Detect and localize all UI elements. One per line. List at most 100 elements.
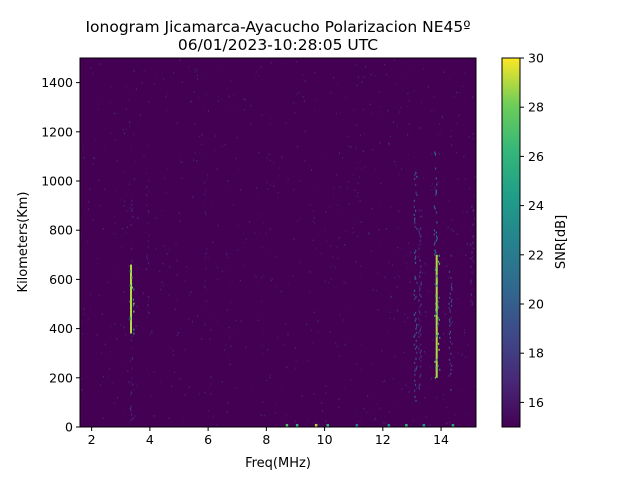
- echo-pixel: [434, 249, 436, 252]
- noise-speckle: [114, 222, 116, 224]
- echo-pixel: [450, 284, 452, 287]
- noise-speckle: [216, 266, 218, 269]
- noise-speckle: [128, 421, 130, 424]
- noise-speckle: [350, 326, 352, 329]
- noise-speckle: [133, 389, 135, 391]
- echo-pixel: [418, 229, 420, 232]
- noise-speckle: [457, 298, 458, 300]
- echo-pixel: [263, 340, 265, 343]
- echo-pixel: [472, 235, 474, 238]
- noise-speckle: [384, 380, 385, 382]
- noise-speckle: [374, 419, 376, 421]
- echo-pixel: [414, 297, 416, 300]
- echo-pixel: [420, 283, 422, 286]
- noise-speckle: [374, 413, 376, 416]
- noise-speckle: [374, 75, 376, 77]
- noise-speckle: [400, 106, 402, 109]
- echo-pixel: [131, 209, 133, 212]
- noise-speckle: [384, 276, 386, 279]
- echo-pixel: [414, 379, 416, 382]
- noise-speckle: [328, 281, 330, 284]
- noise-speckle: [155, 78, 157, 80]
- echo-pixel: [204, 187, 206, 190]
- noise-speckle: [404, 363, 406, 365]
- echo-pixel: [145, 268, 147, 271]
- noise-speckle: [226, 254, 228, 256]
- echo-pixel: [470, 265, 472, 268]
- noise-speckle: [83, 156, 85, 159]
- noise-speckle: [221, 145, 223, 148]
- noise-speckle: [207, 257, 209, 259]
- echo-pixel: [131, 286, 133, 289]
- noise-speckle: [472, 137, 474, 140]
- noise-speckle: [453, 356, 455, 359]
- echo-pixel: [147, 246, 150, 249]
- noise-speckle: [304, 80, 306, 82]
- noise-speckle: [285, 122, 287, 124]
- echo-pixel: [419, 289, 421, 292]
- echo-trace: [129, 264, 135, 335]
- noise-speckle: [428, 290, 430, 293]
- noise-speckle: [221, 270, 223, 273]
- noise-speckle: [379, 105, 381, 108]
- x-tick-label: 12: [375, 432, 391, 447]
- noise-speckle: [407, 242, 409, 245]
- noise-speckle: [173, 72, 175, 74]
- noise-speckle: [109, 368, 110, 370]
- echo-pixel: [415, 249, 417, 252]
- noise-speckle: [471, 386, 473, 389]
- noise-speckle: [385, 228, 387, 230]
- noise-speckle: [324, 229, 326, 231]
- noise-speckle: [397, 246, 399, 249]
- noise-speckle: [212, 201, 213, 204]
- echo-pixel: [437, 364, 439, 367]
- echo-pixel: [420, 265, 422, 268]
- echo-pixel: [147, 212, 150, 215]
- noise-speckle: [390, 296, 392, 299]
- noise-speckle: [336, 246, 338, 248]
- noise-speckle: [207, 176, 208, 178]
- echo-pixel: [263, 222, 265, 225]
- noise-speckle: [407, 92, 409, 95]
- noise-speckle: [452, 368, 454, 371]
- echo-pixel: [261, 354, 263, 357]
- noise-speckle: [421, 209, 423, 212]
- noise-speckle: [271, 278, 273, 280]
- noise-speckle: [114, 139, 116, 141]
- echo-pixel: [146, 314, 148, 317]
- noise-speckle: [386, 420, 388, 423]
- echo-pixel: [433, 243, 435, 246]
- echo-pixel: [204, 215, 206, 218]
- noise-speckle: [257, 319, 259, 321]
- noise-speckle: [378, 91, 380, 93]
- noise-speckle: [450, 138, 452, 141]
- echo-pixel: [419, 329, 421, 332]
- noise-speckle: [90, 291, 92, 293]
- echo-pixel: [434, 151, 436, 154]
- noise-speckle: [171, 385, 172, 388]
- noise-speckle: [229, 253, 231, 255]
- echo-pixel: [471, 273, 473, 276]
- noise-speckle: [136, 384, 138, 387]
- noise-speckle: [273, 294, 275, 296]
- echo-pixel: [413, 343, 415, 346]
- noise-speckle: [148, 374, 150, 376]
- noise-speckle: [416, 387, 417, 389]
- echo-pixel: [449, 330, 451, 333]
- noise-speckle: [90, 294, 92, 296]
- noise-speckle: [424, 272, 426, 274]
- echo-pixel: [132, 215, 134, 218]
- noise-speckle: [120, 234, 122, 237]
- echo-pixel: [130, 243, 132, 246]
- noise-speckle: [345, 283, 347, 285]
- noise-speckle: [201, 134, 203, 136]
- noise-speckle: [338, 398, 340, 401]
- noise-speckle: [320, 425, 322, 427]
- echo-pixel: [438, 296, 440, 299]
- noise-speckle: [190, 101, 192, 103]
- colorbar-tick-label: 18: [528, 346, 544, 361]
- noise-speckle: [307, 360, 309, 362]
- noise-speckle: [430, 289, 432, 292]
- noise-speckle: [421, 271, 423, 274]
- noise-speckle: [287, 178, 289, 180]
